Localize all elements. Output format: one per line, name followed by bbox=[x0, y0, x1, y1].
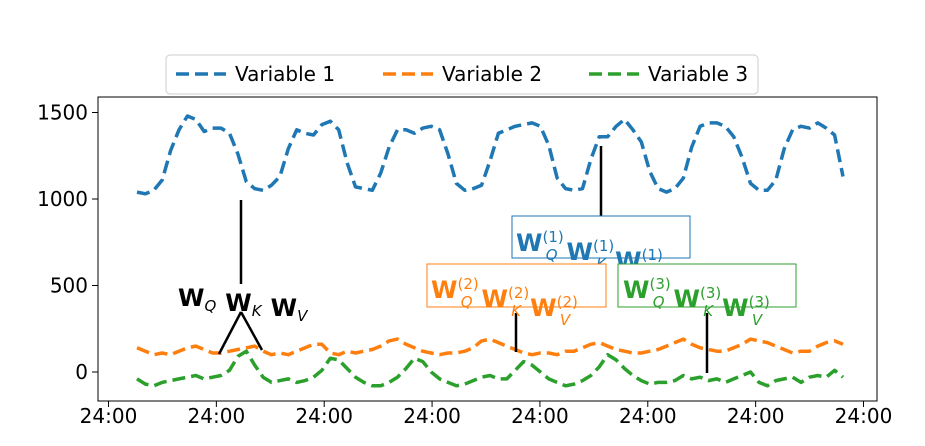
annotation-box-var3 bbox=[617, 263, 797, 308]
x-tick-label: 24:00 bbox=[511, 404, 569, 428]
annotation-label-var3: W(3) Q W(3) K W(3) V bbox=[623, 275, 770, 329]
x-tick-label: 24:00 bbox=[835, 404, 893, 428]
series-line-1 bbox=[136, 114, 845, 196]
legend-box bbox=[165, 54, 759, 95]
annotations: WQWKWVW(1)QW(1)KW(1)VW(2)QW(2)KW(2)VW(3)… bbox=[178, 146, 797, 373]
plot-area bbox=[97, 96, 878, 402]
axes: 0 500 1000 1500 24:00 24:00 24:00 24:00 24:00 24:… bbox=[37, 101, 892, 429]
x-tick-label: 24:00 bbox=[80, 404, 138, 428]
series-line-3 bbox=[136, 349, 845, 388]
x-tick-label: 24:00 bbox=[619, 404, 677, 428]
legend-label-3: Variable 3 bbox=[648, 62, 748, 86]
x-tick-label: 24:00 bbox=[295, 404, 353, 428]
y-tick-label: 1000 bbox=[37, 187, 88, 211]
annotation-box-var2 bbox=[426, 263, 607, 308]
x-tick-label: 24:00 bbox=[188, 404, 246, 428]
y-tick-label: 0 bbox=[75, 360, 88, 384]
legend-label-1: Variable 1 bbox=[235, 62, 335, 86]
annotation-label-shared: WQ WK WV bbox=[178, 284, 309, 325]
plot-frame bbox=[97, 96, 878, 402]
annotation-connector bbox=[239, 311, 264, 351]
series-line-2 bbox=[136, 337, 844, 357]
y-tick-label: 500 bbox=[50, 274, 88, 298]
y-tick-label: 1500 bbox=[37, 101, 88, 125]
x-tick-label: 24:00 bbox=[727, 404, 785, 428]
annotation-label-var2: W(2) Q W(2) K W(2) V bbox=[431, 275, 578, 329]
x-tick-label: 24:00 bbox=[403, 404, 461, 428]
series-layer bbox=[136, 114, 845, 388]
annotation-connector bbox=[217, 311, 243, 355]
annotation-box-var1 bbox=[511, 215, 691, 259]
legend: Variable 1 Variable 2 Variable 3 bbox=[165, 54, 759, 95]
legend-label-2: Variable 2 bbox=[442, 62, 542, 86]
